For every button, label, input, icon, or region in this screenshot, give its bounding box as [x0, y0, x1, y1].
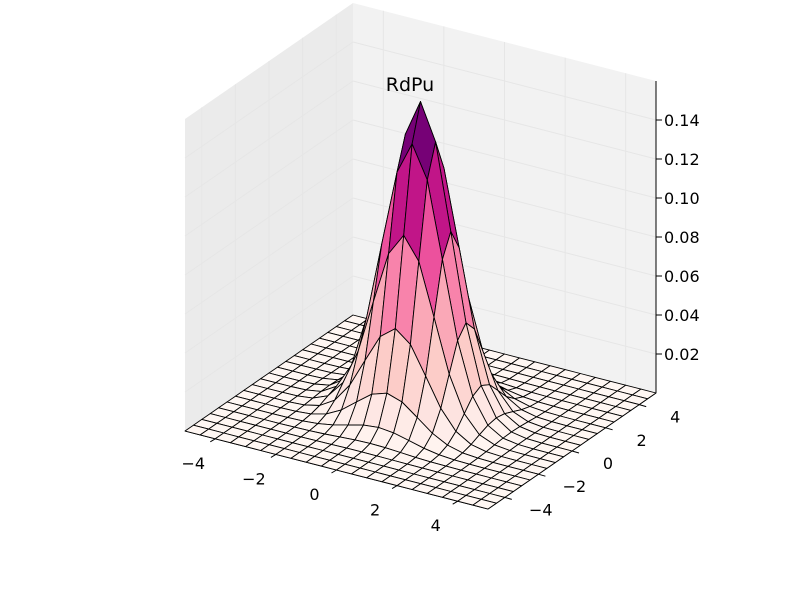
z-tick-label: 0.02 — [664, 345, 700, 364]
z-tick-label: 0.08 — [664, 228, 700, 247]
surface-mesh — [184, 101, 657, 510]
x-tick — [391, 485, 398, 490]
axis-ticks: −4 −2 0 2 4 −4 −2 0 2 4 0.02 0.04 0.06 0.08 0.10 0.12 0.… — [182, 111, 700, 535]
x-tick — [452, 500, 458, 505]
y-tick — [571, 450, 580, 454]
y-tick — [639, 404, 647, 408]
x-tick — [270, 453, 277, 458]
x-tick — [331, 469, 337, 474]
z-grid-left — [184, 197, 354, 315]
z-grid-back — [352, 119, 657, 199]
y-tick-label: 2 — [637, 431, 647, 450]
z-tick-label: 0.12 — [664, 150, 700, 169]
z-grid-left — [184, 80, 354, 198]
y-tick — [605, 427, 613, 431]
x-tick-label: −4 — [182, 454, 206, 473]
z-tick-label: 0.14 — [664, 111, 700, 130]
z-grid-left — [184, 119, 354, 237]
z-grid-left — [184, 158, 354, 276]
x-tick-label: 0 — [309, 485, 319, 504]
x-tick-label: −2 — [242, 469, 266, 488]
z-grid-left — [184, 275, 354, 393]
z-tick-label: 0.04 — [664, 306, 700, 325]
y-tick-label: 4 — [670, 408, 680, 427]
z-tick-label: 0.06 — [664, 267, 700, 286]
x-tick-label: 4 — [431, 516, 441, 535]
y-tick — [538, 473, 546, 477]
z-grid-left — [184, 41, 354, 159]
z-grid-back — [352, 80, 657, 160]
y-tick — [504, 496, 512, 500]
x-tick — [210, 438, 216, 443]
z-grid-back — [352, 41, 657, 121]
z-grid-left — [184, 236, 354, 354]
x-tick-label: 2 — [370, 501, 380, 520]
y-tick-label: −2 — [563, 477, 587, 496]
y-tick-label: −4 — [529, 500, 553, 519]
chart-title: RdPu — [386, 74, 434, 96]
surface-patch — [472, 498, 497, 510]
z-tick-label: 0.10 — [664, 189, 700, 208]
y-tick-label: 0 — [603, 454, 613, 473]
